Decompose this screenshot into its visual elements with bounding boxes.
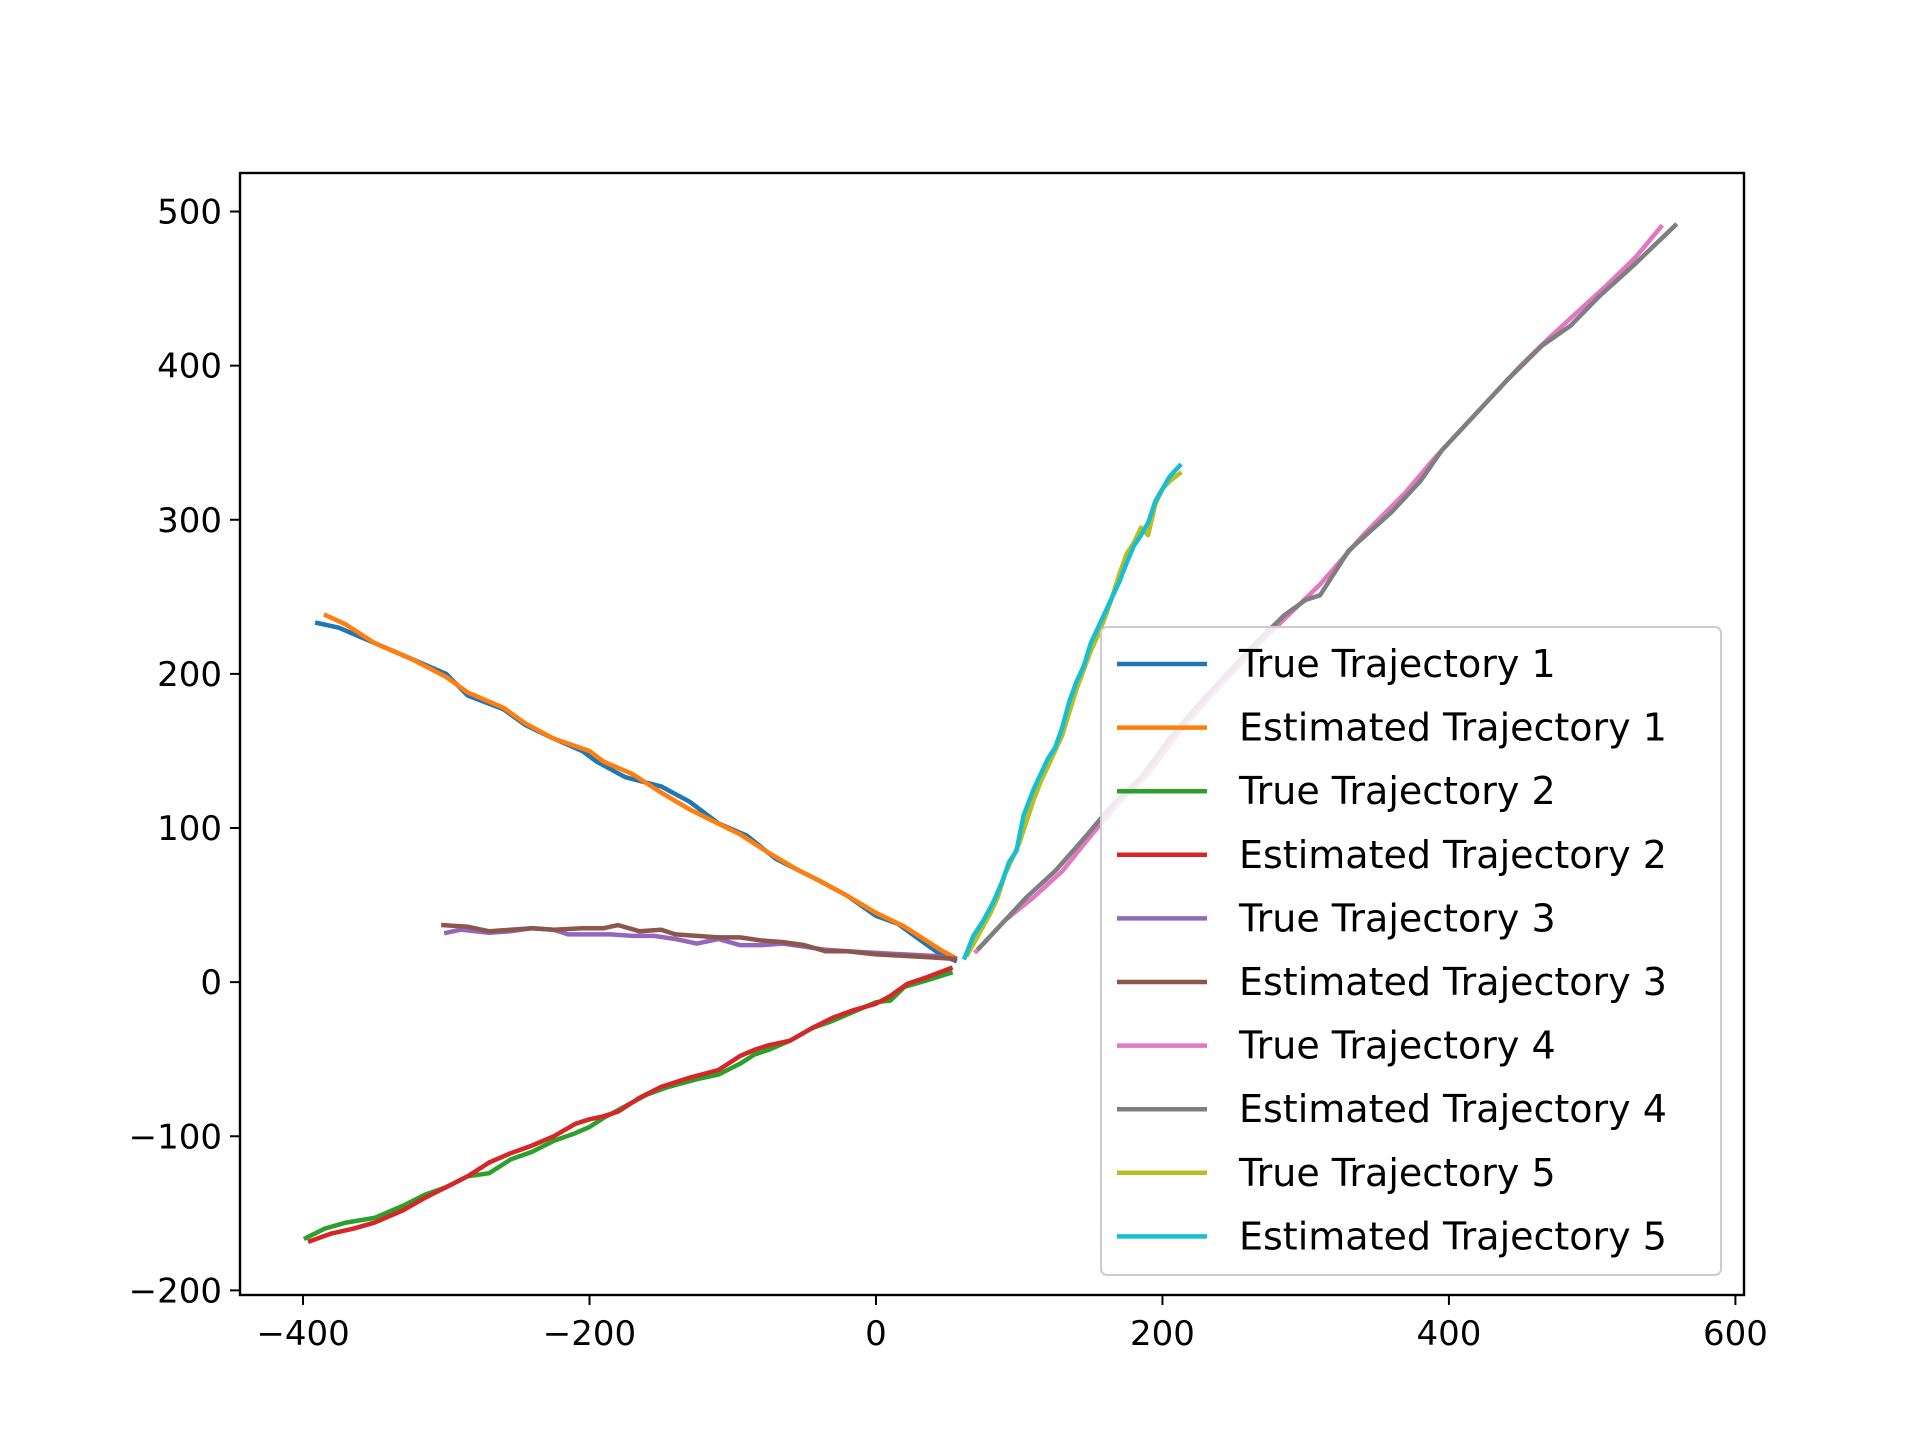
series-line-1 xyxy=(314,620,958,964)
axis-layer: −400 −200 0 200 400 600 −200 −100 0 100 200 300 400 5… xyxy=(129,193,1768,1354)
legend-label: True Trajectory 5 xyxy=(1238,1151,1556,1195)
y-tick-label: −200 xyxy=(129,1271,222,1311)
x-tick-label: 200 xyxy=(1130,1314,1195,1354)
legend-label: Estimated Trajectory 4 xyxy=(1239,1087,1667,1131)
y-tick-label: 200 xyxy=(157,655,222,695)
legend: True Trajectory 1 Estimated Trajectory 1 T… xyxy=(1100,626,1722,1276)
series-line-4 xyxy=(307,965,954,1244)
x-tick-label: 0 xyxy=(865,1314,887,1354)
series-line-10 xyxy=(961,462,1183,961)
series-layer xyxy=(302,222,1679,1244)
legend-label: True Trajectory 4 xyxy=(1238,1024,1556,1068)
y-tick-label: 300 xyxy=(157,501,222,541)
y-tick-label: 500 xyxy=(157,193,222,233)
legend-label: True Trajectory 1 xyxy=(1238,642,1556,686)
legend-label: True Trajectory 3 xyxy=(1238,896,1556,940)
series-line-6 xyxy=(441,922,958,962)
y-tick-label: −100 xyxy=(129,1117,222,1157)
y-tick-label: 400 xyxy=(157,347,222,387)
legend-box xyxy=(1100,626,1722,1276)
legend-label: Estimated Trajectory 3 xyxy=(1239,960,1667,1004)
legend-label: True Trajectory 2 xyxy=(1238,769,1556,813)
plot-frame xyxy=(238,171,1746,1297)
series-line-8 xyxy=(975,222,1679,952)
x-tick-label: −400 xyxy=(256,1314,349,1354)
series-line-2 xyxy=(322,612,958,961)
x-tick-label: 400 xyxy=(1416,1314,1481,1354)
y-tick-label: 100 xyxy=(157,809,222,849)
x-tick-label: −200 xyxy=(543,1314,636,1354)
legend-label: Estimated Trajectory 2 xyxy=(1239,833,1667,877)
y-tick-label: 0 xyxy=(200,963,222,1003)
legend-label: Estimated Trajectory 1 xyxy=(1239,706,1667,750)
legend-label: Estimated Trajectory 5 xyxy=(1239,1214,1667,1258)
x-tick-label: 600 xyxy=(1703,1314,1768,1354)
